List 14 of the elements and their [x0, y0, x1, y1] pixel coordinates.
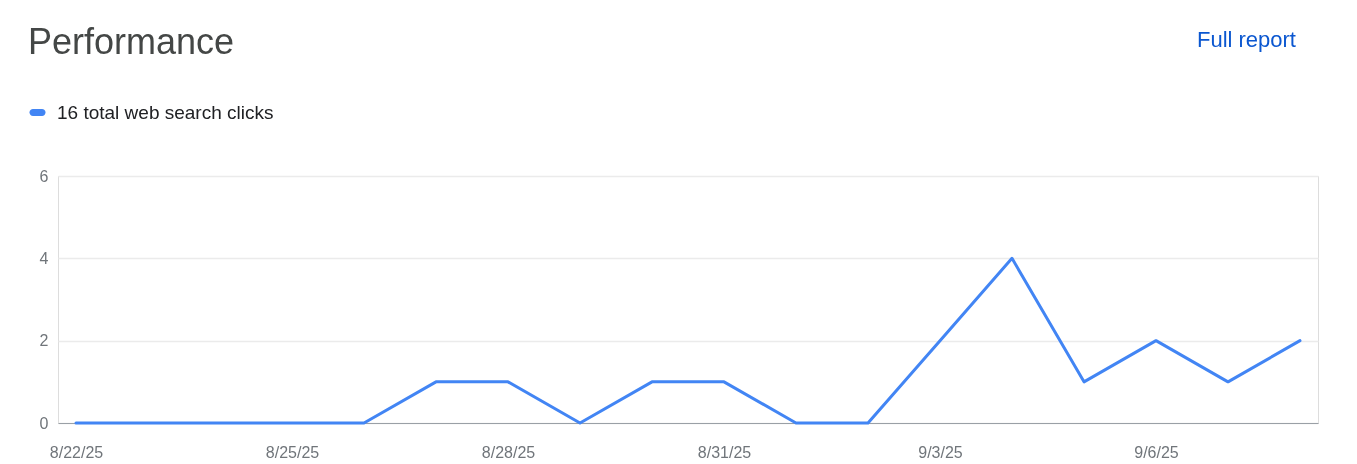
- legend-label: 16 total web search clicks: [57, 101, 274, 123]
- text: Full report: [1196, 27, 1296, 52]
- y-tick-label: 4: [39, 249, 49, 267]
- x-tick-label: 9/6/25: [1134, 443, 1179, 461]
- y-tick-label: 0: [39, 414, 49, 432]
- line-series: [74, 256, 1302, 425]
- chart-title: Performance: [28, 21, 235, 62]
- x-tick-label: 8/25/25: [265, 443, 320, 461]
- x-tick-label: 8/31/25: [697, 443, 752, 461]
- x-tick-label: 8/22/25: [49, 443, 104, 461]
- y-tick-label: 2: [39, 332, 49, 350]
- y-tick-label: 6: [39, 167, 49, 185]
- x-tick-label: 9/3/25: [918, 443, 963, 461]
- x-tick-label: 8/28/25: [481, 443, 536, 461]
